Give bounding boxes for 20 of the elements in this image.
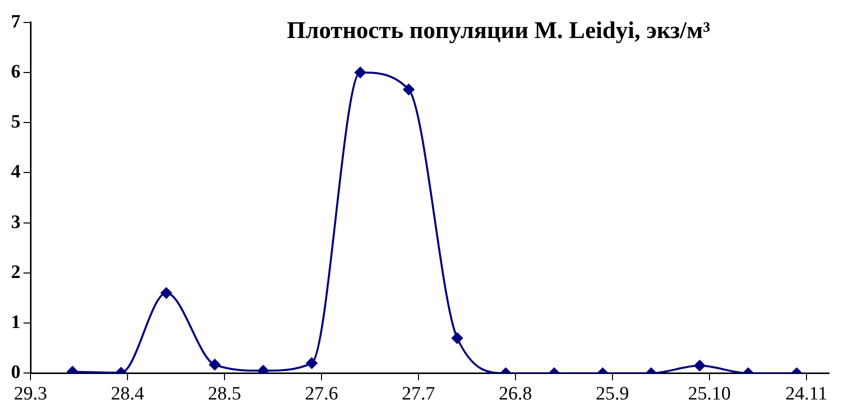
x-tick-label: 25.9 [596,384,630,405]
x-tick-label: 24.11 [785,384,828,405]
y-tick-label: 1 [11,312,20,333]
y-tick-label: 3 [11,212,20,233]
x-tick-label: 27.6 [304,384,338,405]
chart-title: Плотность популяции M. Leidyi, экз/м³ [286,18,712,45]
y-tick-label: 4 [11,162,21,183]
point [354,66,366,79]
x-tick-label: 29.3 [14,384,48,405]
x-tick-label: 27.7 [402,384,436,405]
y-tick-label: 6 [11,61,20,82]
y-tick-label: 2 [11,262,20,283]
y-tick-label: 5 [11,112,20,133]
point [402,84,415,96]
y-tick-label: 0 [11,362,20,384]
x-tick-label: 25.10 [688,384,731,405]
x-tick-label: 26.8 [498,384,532,405]
x-tick-label: 28.5 [208,384,242,405]
y-tick-label: 7 [11,11,21,32]
x-tick-label: 28.4 [110,384,145,405]
